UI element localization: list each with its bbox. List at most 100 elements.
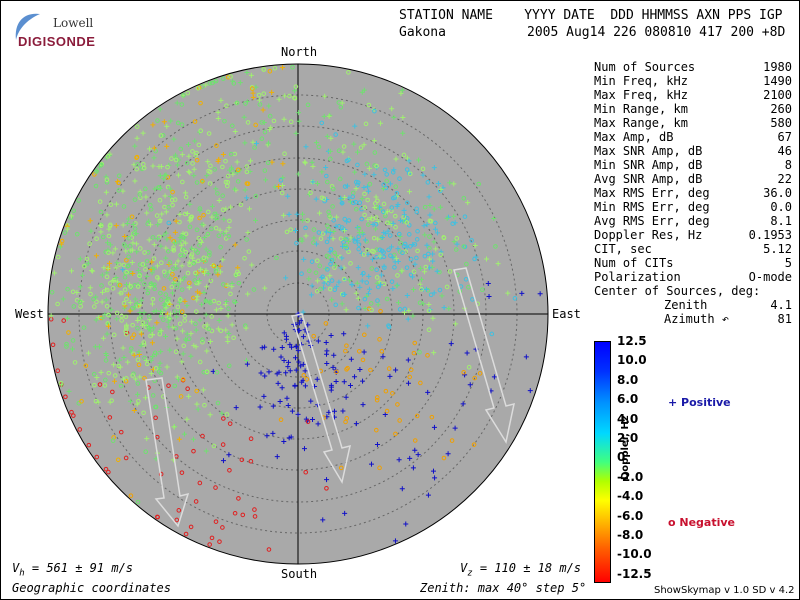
data-point bbox=[288, 434, 294, 440]
data-point bbox=[337, 176, 343, 182]
data-point bbox=[200, 178, 205, 184]
data-point bbox=[261, 393, 267, 399]
data-point bbox=[86, 350, 92, 356]
data-point bbox=[330, 204, 335, 209]
data-point bbox=[322, 93, 328, 99]
data-point bbox=[122, 234, 128, 240]
data-point bbox=[135, 267, 141, 273]
data-point bbox=[361, 349, 367, 355]
data-point bbox=[69, 409, 74, 415]
data-point bbox=[213, 265, 219, 271]
data-point bbox=[328, 382, 334, 388]
logo-swoosh-icon bbox=[15, 13, 40, 41]
data-point bbox=[142, 186, 148, 192]
data-point bbox=[259, 345, 265, 351]
data-point bbox=[384, 178, 390, 184]
data-point bbox=[269, 89, 275, 95]
data-point bbox=[171, 240, 177, 246]
data-point bbox=[452, 425, 458, 431]
data-point bbox=[302, 160, 308, 166]
data-point bbox=[135, 303, 141, 309]
data-point bbox=[196, 235, 202, 241]
data-point bbox=[295, 171, 301, 177]
data-point bbox=[411, 286, 417, 292]
data-point bbox=[472, 375, 477, 381]
data-point bbox=[512, 296, 518, 301]
data-point bbox=[300, 217, 306, 223]
data-point bbox=[402, 241, 408, 247]
data-point bbox=[404, 200, 410, 206]
data-point bbox=[341, 276, 347, 282]
data-point bbox=[341, 292, 346, 297]
data-point bbox=[470, 297, 475, 302]
data-point bbox=[321, 280, 327, 286]
station-name: Gakona bbox=[399, 25, 446, 40]
data-point bbox=[245, 120, 251, 125]
data-point bbox=[223, 236, 229, 241]
data-point bbox=[194, 294, 200, 300]
data-point bbox=[183, 338, 189, 344]
data-point bbox=[132, 178, 138, 184]
data-point bbox=[213, 307, 219, 313]
data-point bbox=[234, 159, 240, 165]
data-point bbox=[176, 508, 182, 513]
data-point bbox=[334, 283, 340, 289]
data-point bbox=[262, 344, 268, 350]
data-point bbox=[362, 306, 368, 312]
data-point bbox=[374, 247, 380, 252]
data-point bbox=[384, 408, 390, 414]
data-point bbox=[308, 292, 314, 298]
data-point bbox=[87, 241, 92, 247]
data-point bbox=[392, 265, 397, 270]
data-point bbox=[168, 194, 174, 200]
data-point bbox=[77, 256, 83, 262]
data-point bbox=[150, 354, 156, 360]
data-point bbox=[427, 256, 433, 262]
data-point bbox=[157, 218, 163, 224]
data-point bbox=[330, 236, 336, 242]
data-point bbox=[62, 230, 68, 236]
data-point bbox=[221, 216, 227, 222]
data-point bbox=[472, 243, 478, 249]
data-point bbox=[319, 169, 325, 175]
data-point bbox=[191, 166, 197, 172]
data-point bbox=[227, 467, 232, 473]
data-point bbox=[283, 370, 289, 376]
data-point bbox=[178, 297, 183, 302]
data-point bbox=[431, 239, 437, 245]
data-point bbox=[155, 514, 160, 520]
data-point bbox=[252, 507, 257, 512]
data-point bbox=[341, 228, 347, 234]
data-point bbox=[184, 303, 190, 309]
data-point bbox=[484, 256, 490, 262]
data-point bbox=[98, 162, 104, 168]
data-point bbox=[106, 233, 112, 239]
data-point bbox=[204, 284, 210, 290]
data-point bbox=[218, 269, 224, 275]
data-point bbox=[274, 255, 279, 261]
data-point bbox=[172, 309, 178, 314]
data-point bbox=[190, 436, 196, 442]
data-point bbox=[374, 397, 380, 403]
data-point bbox=[321, 113, 327, 119]
data-point bbox=[393, 184, 398, 190]
data-point bbox=[275, 183, 281, 189]
data-point bbox=[301, 446, 307, 452]
data-point bbox=[219, 410, 225, 416]
data-point bbox=[472, 256, 477, 262]
data-point bbox=[257, 404, 263, 410]
data-point bbox=[77, 299, 83, 305]
data-point bbox=[149, 301, 155, 307]
data-point bbox=[422, 269, 428, 275]
data-point bbox=[243, 101, 248, 106]
data-point bbox=[102, 383, 108, 388]
data-point bbox=[338, 104, 344, 110]
data-point bbox=[193, 272, 199, 278]
data-point bbox=[380, 354, 386, 360]
data-point bbox=[174, 517, 180, 523]
data-point bbox=[188, 524, 194, 530]
colorbar-tick-label: 12.5 bbox=[617, 334, 647, 348]
data-point bbox=[102, 377, 108, 383]
data-point bbox=[341, 144, 347, 149]
data-point bbox=[200, 433, 205, 439]
